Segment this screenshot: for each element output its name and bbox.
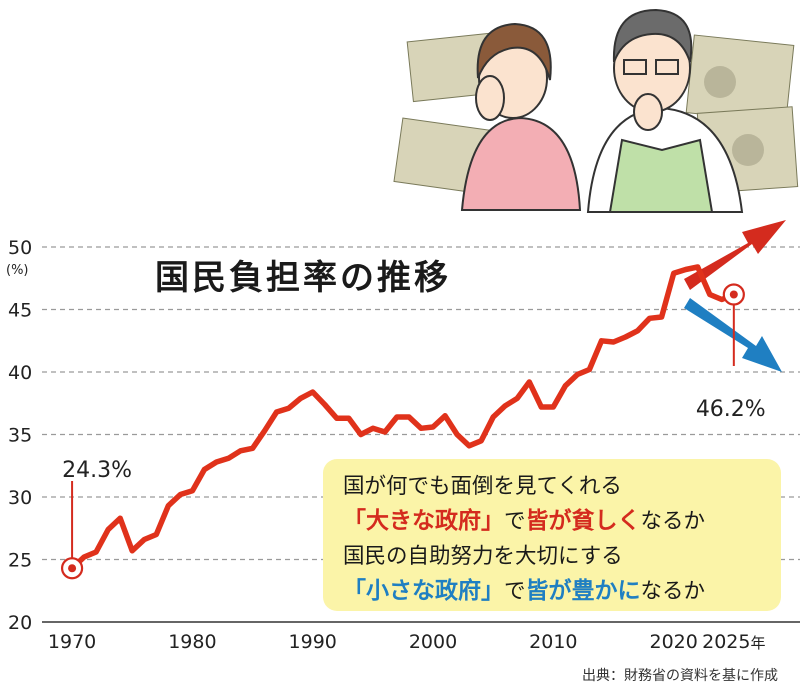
x-tick-label: 1990 — [289, 631, 337, 653]
y-tick-label: 50 — [8, 237, 32, 259]
annotations: 24.3% 46.2% — [60, 283, 766, 580]
source-note: 出典：財務省の資料を基に作成 — [582, 667, 778, 684]
x-tick-label: 2000 — [409, 631, 457, 653]
note-line-4: 「小さな政府」で皆が豊かになるか — [343, 574, 767, 609]
note-text: で — [504, 509, 526, 534]
x-tick-label: 1980 — [168, 631, 216, 653]
y-tick-label: 20 — [8, 612, 32, 634]
note-line-3: 国民の自助努力を大切にする — [343, 544, 623, 569]
y-tick-label: 45 — [8, 300, 32, 322]
note-line-2: 「大きな政府」で皆が貧しくなるか — [343, 504, 767, 539]
x-axis: 1970 1980 1990 2000 2010 2020 2025年 — [48, 631, 766, 653]
chart-title: 国民負担率の推移 — [155, 258, 451, 298]
x-tick-label: 1970 — [48, 631, 96, 653]
x-tick-suffix: 年 — [750, 634, 765, 652]
data-point — [68, 564, 77, 573]
up-arrow-icon — [684, 220, 786, 290]
x-tick-label: 2025年 — [702, 631, 765, 653]
y-tick-label: 30 — [8, 487, 32, 509]
y-tick-label: 25 — [8, 550, 32, 572]
woman-figure — [460, 22, 582, 211]
note-text: なるか — [640, 579, 706, 604]
small-government-label: 「小さな政府」 — [343, 578, 504, 604]
annotation-label: 46.2% — [696, 397, 766, 422]
x-tick-label: 2020 — [649, 631, 697, 653]
series-line — [69, 264, 737, 572]
data-point — [729, 290, 738, 299]
y-tick-label: 35 — [8, 425, 32, 447]
data-line — [69, 264, 737, 572]
annotation-label: 24.3% — [62, 458, 132, 483]
note-text: で — [504, 579, 526, 604]
y-tick-label: 40 — [8, 362, 32, 384]
x-tick-label: 2010 — [529, 631, 577, 653]
man-figure — [586, 8, 744, 213]
note-line-1: 国が何でも面倒を見てくれる — [343, 474, 622, 499]
worried-couple-illustration — [393, 8, 799, 213]
y-axis: 20 25 30 35 40 45 50 — [8, 237, 32, 634]
y-axis-unit: (%) — [6, 263, 29, 278]
commentary-box: 国が何でも面倒を見てくれる 「大きな政府」で皆が貧しくなるか 国民の自助努力を大… — [323, 459, 781, 611]
poorer-label: 皆が貧しく — [525, 508, 641, 534]
note-text: なるか — [640, 509, 706, 534]
richer-label: 皆が豊かに — [525, 578, 641, 604]
big-government-label: 「大きな政府」 — [343, 508, 504, 534]
